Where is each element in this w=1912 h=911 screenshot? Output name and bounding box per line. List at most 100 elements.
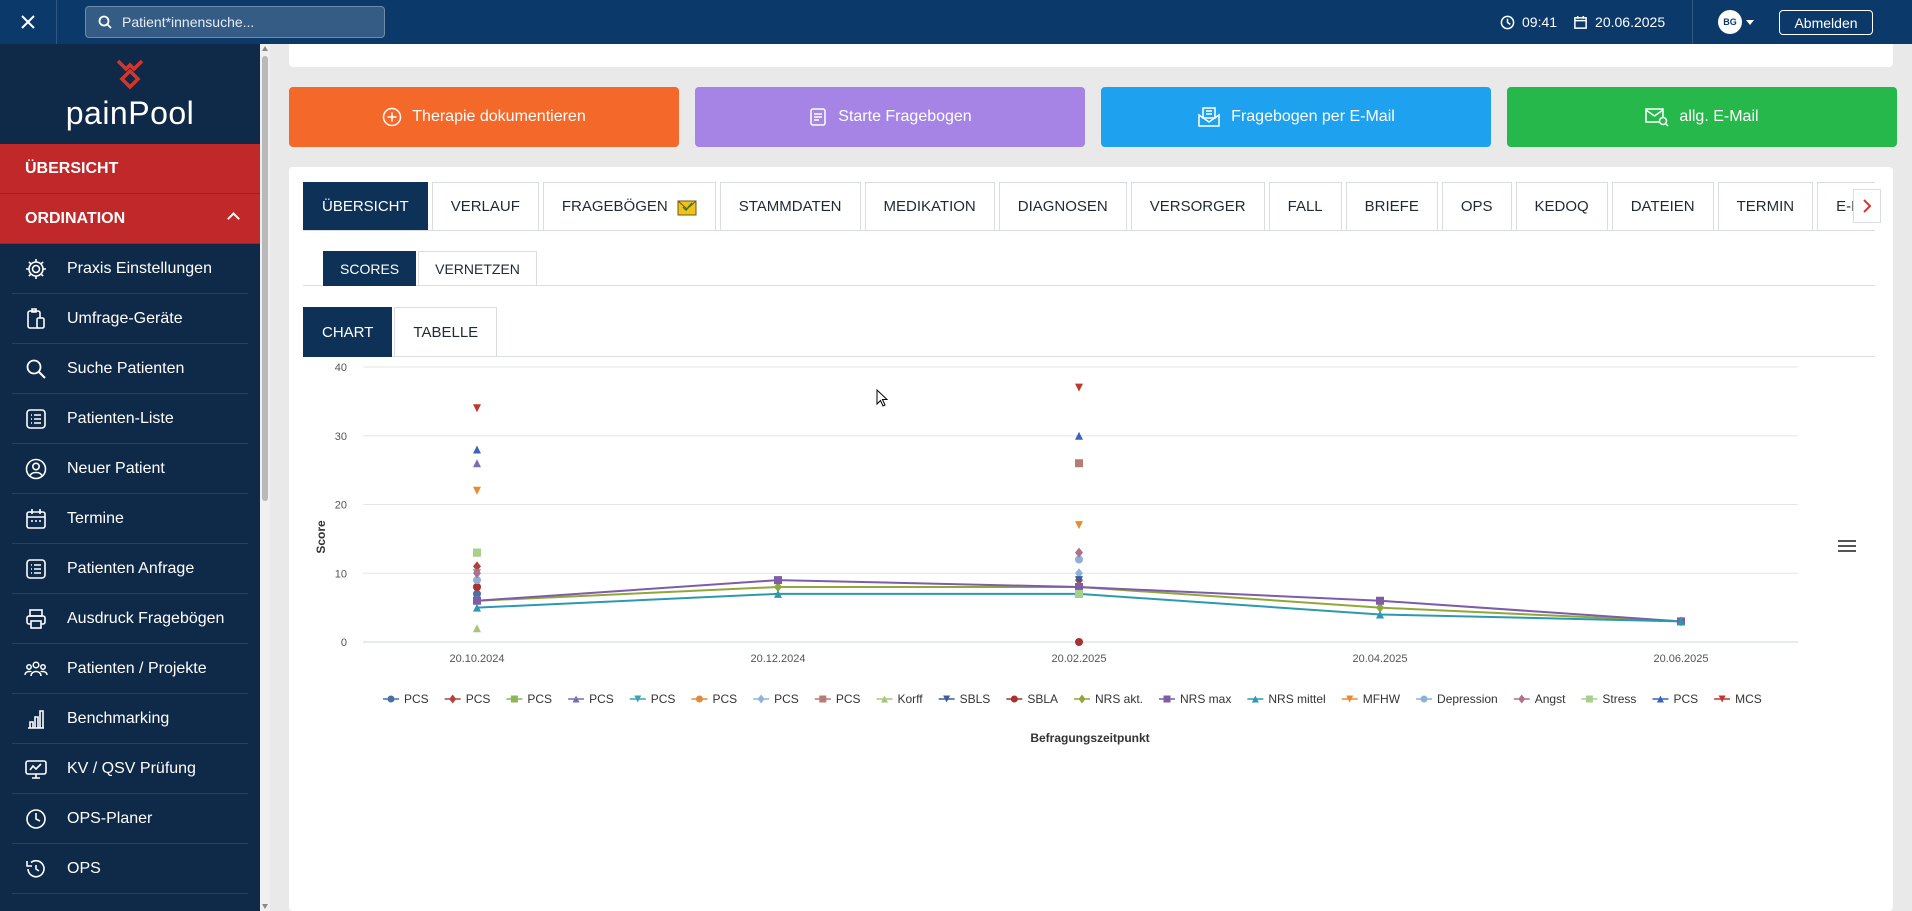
therapie-dokumentieren-button[interactable]: Therapie dokumentieren bbox=[289, 87, 679, 147]
chevron-up-icon[interactable] bbox=[227, 212, 240, 225]
data-point bbox=[473, 445, 481, 454]
tabs-scroll-right-button[interactable] bbox=[1853, 189, 1881, 223]
legend-item: PCS bbox=[651, 692, 676, 706]
data-point bbox=[1075, 583, 1083, 591]
sidebar-section-ordination[interactable]: ORDINATION bbox=[0, 194, 260, 244]
sidebar-item-ops-planer[interactable]: OPS-Planer bbox=[12, 794, 248, 844]
starte-fragebogen-button[interactable]: Starte Fragebogen bbox=[695, 87, 1085, 147]
datetime-display: 09:41 20.06.2025 bbox=[1500, 0, 1681, 44]
sidebar-item-label: Ausdruck Fragebögen bbox=[67, 609, 225, 627]
sidebar-item-neuer-patient[interactable]: Neuer Patient bbox=[12, 444, 248, 494]
sidebar-section-overview[interactable]: ÜBERSICHT bbox=[0, 144, 260, 194]
sidebar-item-patienten-anfrage[interactable]: Patienten Anfrage bbox=[12, 544, 248, 594]
legend-item: PCS bbox=[589, 692, 614, 706]
gear-icon bbox=[26, 258, 46, 279]
sidebar-item-praxis-einstellungen[interactable]: Praxis Einstellungen bbox=[12, 244, 248, 294]
y-tick-label: 10 bbox=[335, 568, 347, 580]
top-bar: 09:41 20.06.2025 BG Abmelden bbox=[0, 0, 1912, 44]
logout-button[interactable]: Abmelden bbox=[1779, 10, 1873, 35]
menu-line bbox=[1838, 545, 1856, 547]
tab-dateien[interactable]: DATEIEN bbox=[1611, 182, 1714, 230]
sidebar-item-patienten-projekte[interactable]: Patienten / Projekte bbox=[12, 644, 248, 694]
fragebogen-per-email-button[interactable]: Fragebogen per E-Mail bbox=[1101, 87, 1491, 147]
data-point bbox=[1376, 610, 1384, 619]
scrollbar-thumb[interactable] bbox=[262, 56, 268, 501]
allg-email-button[interactable]: allg. E-Mail bbox=[1507, 87, 1897, 147]
sidebar-item-label: Patienten / Projekte bbox=[67, 659, 207, 677]
data-point bbox=[473, 624, 481, 633]
tab-briefe[interactable]: BRIEFE bbox=[1345, 182, 1438, 230]
button-label: Starte Fragebogen bbox=[838, 108, 972, 125]
close-icon bbox=[21, 15, 35, 29]
data-point bbox=[473, 603, 481, 612]
patient-search[interactable] bbox=[85, 6, 385, 38]
patient-search-input[interactable] bbox=[122, 14, 362, 30]
mouse-cursor-icon bbox=[876, 389, 889, 407]
chart-grid bbox=[363, 366, 1798, 643]
mail-document-icon bbox=[1198, 107, 1220, 127]
score-chart-svg: 0 10 20 30 40 20.10.2024 20.12.2024 20.02.2025… bbox=[314, 362, 1798, 745]
sidebar-section-label: ORDINATION bbox=[25, 209, 126, 227]
avatar[interactable]: BG bbox=[1718, 10, 1742, 34]
close-button[interactable] bbox=[0, 0, 57, 44]
tab-fall[interactable]: FALL bbox=[1268, 182, 1342, 230]
sidebar-item-label: OPS-Planer bbox=[67, 809, 153, 827]
data-point bbox=[1075, 638, 1083, 646]
sidebar-item-label: Termine bbox=[67, 509, 124, 527]
topbar-divider bbox=[1692, 0, 1693, 44]
tab-kedoq[interactable]: KEDOQ bbox=[1515, 182, 1608, 230]
sidebar: painPool ÜBERSICHT ORDINATION Praxis Ein… bbox=[0, 44, 260, 911]
tab-uebersicht[interactable]: ÜBERSICHT bbox=[303, 182, 428, 230]
data-point bbox=[1420, 695, 1428, 703]
y-tick-label: 40 bbox=[335, 362, 347, 374]
legend-item: Korff bbox=[898, 692, 924, 706]
sidebar-item-umfrage-geraete[interactable]: Umfrage-Geräte bbox=[12, 294, 248, 344]
tab-diagnosen[interactable]: DIAGNOSEN bbox=[998, 182, 1127, 230]
data-point bbox=[774, 582, 782, 592]
scroll-up-icon[interactable] bbox=[262, 46, 268, 51]
data-point bbox=[1718, 695, 1726, 703]
subtab-scores[interactable]: SCORES bbox=[323, 251, 417, 286]
chevron-down-icon[interactable] bbox=[1746, 20, 1754, 25]
sidebar-item-benchmarking[interactable]: Benchmarking bbox=[12, 694, 248, 744]
sidebar-item-ausdruck-frageboegen[interactable]: Ausdruck Fragebögen bbox=[12, 594, 248, 644]
tab-tabelle[interactable]: TABELLE bbox=[394, 307, 498, 357]
data-point bbox=[1078, 694, 1086, 704]
scroll-down-icon[interactable] bbox=[262, 904, 268, 909]
sidebar-item-ops[interactable]: OPS bbox=[12, 844, 248, 894]
tab-termin[interactable]: TERMIN bbox=[1717, 182, 1814, 230]
sidebar-item-suche-patienten[interactable]: Suche Patienten bbox=[12, 344, 248, 394]
x-tick-label: 20.04.2025 bbox=[1352, 653, 1407, 665]
chart-menu-button[interactable] bbox=[1838, 540, 1856, 554]
score-subtabs: SCORES VERNETZEN bbox=[303, 251, 1875, 286]
legend-item: Angst bbox=[1535, 692, 1566, 706]
subtab-vernetzen[interactable]: VERNETZEN bbox=[418, 251, 537, 286]
tab-medikation[interactable]: MEDIKATION bbox=[864, 182, 995, 230]
sidebar-scrollbar[interactable] bbox=[260, 44, 270, 911]
chevron-right-icon bbox=[1863, 199, 1872, 213]
tab-ops[interactable]: OPS bbox=[1441, 182, 1512, 230]
chart-y-ticks: 0 10 20 30 40 bbox=[335, 362, 347, 649]
tab-stammdaten[interactable]: STAMMDATEN bbox=[719, 182, 861, 230]
data-point bbox=[881, 695, 888, 703]
tab-versorger[interactable]: VERSORGER bbox=[1130, 182, 1265, 230]
sidebar-item-kv-qsv-pruefung[interactable]: KV / QSV Prüfung bbox=[12, 744, 248, 794]
logo-text: painPool bbox=[65, 94, 195, 131]
legend-item: NRS max bbox=[1180, 692, 1231, 706]
sidebar-item-termine[interactable]: Termine bbox=[12, 494, 248, 544]
data-point bbox=[1075, 431, 1083, 440]
tab-frageboegen[interactable]: FRAGEBÖGEN bbox=[542, 182, 716, 230]
patient-detail-card: ÜBERSICHT VERLAUF FRAGEBÖGEN STAMMDATEN … bbox=[289, 167, 1893, 911]
x-axis-label: Befragungszeitpunkt bbox=[1030, 731, 1149, 745]
data-point bbox=[1677, 617, 1685, 626]
data-point bbox=[1163, 695, 1171, 703]
data-point bbox=[1075, 521, 1083, 530]
logo[interactable]: painPool bbox=[0, 44, 260, 144]
data-point bbox=[473, 548, 481, 557]
main-tabs: ÜBERSICHT VERLAUF FRAGEBÖGEN STAMMDATEN … bbox=[303, 182, 1875, 231]
tab-verlauf[interactable]: VERLAUF bbox=[431, 182, 539, 230]
data-point bbox=[1075, 383, 1083, 392]
sidebar-item-patienten-liste[interactable]: Patienten-Liste bbox=[12, 394, 248, 444]
tab-chart[interactable]: CHART bbox=[303, 307, 393, 357]
data-point bbox=[1251, 695, 1259, 703]
